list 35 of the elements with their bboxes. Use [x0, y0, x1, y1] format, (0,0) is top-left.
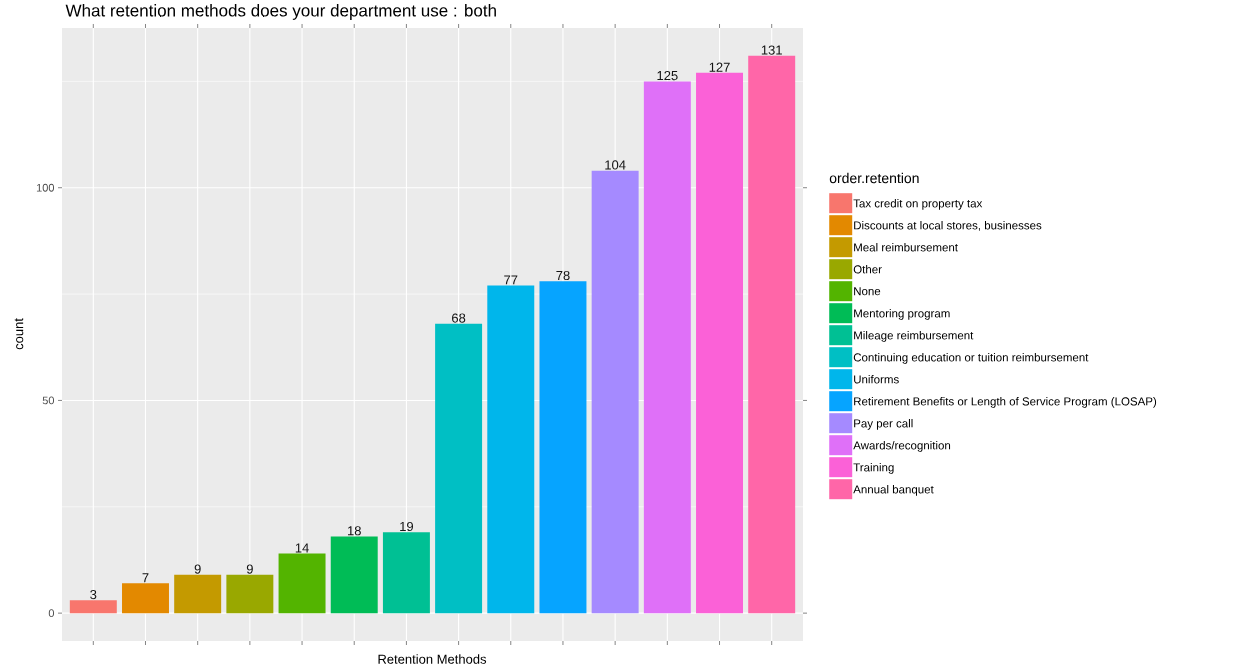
y-axis-title: count: [14, 318, 24, 350]
x-axis-title: Retention Methods: [378, 654, 487, 664]
data-label: 104: [605, 160, 626, 170]
chart-title: What retention methods does your department use : both: [65, 4, 496, 20]
y-tick-label: 100: [36, 183, 55, 192]
legend-label: Uniforms: [854, 375, 899, 384]
legend-label: Mileage reimbursement: [854, 331, 974, 342]
legend-label: Retirement Benefits or Length of Service Program (LOSAP): [854, 397, 1157, 408]
data-label: 9: [246, 564, 253, 574]
data-label: 9: [194, 564, 201, 574]
data-label: 78: [556, 270, 570, 281]
legend-label: Mentoring program: [854, 309, 950, 320]
legend-label: Continuing education or tuition reimbursement: [853, 353, 1089, 364]
legend-label: Annual banquet: [853, 485, 934, 496]
legend-label: Training: [853, 463, 894, 474]
data-label: 18: [347, 526, 361, 536]
legend-label: Tax credit on property tax: [853, 199, 983, 210]
legend-label: None: [854, 287, 881, 296]
legend-title: order.retention: [829, 172, 919, 184]
data-label: 7: [142, 573, 149, 583]
data-label: 68: [452, 313, 466, 323]
data-label: 14: [295, 543, 309, 553]
data-label: 125: [657, 70, 678, 81]
legend-label: Other: [853, 265, 882, 274]
data-label: 3: [90, 589, 97, 600]
data-label: 77: [504, 275, 518, 285]
legend-label: Awards/recognition: [853, 441, 951, 452]
data-label: 19: [400, 521, 414, 532]
legend-label: Discounts at local stores, businesses: [854, 221, 1042, 231]
legend-label: Pay per call: [854, 419, 913, 430]
y-tick-label: 50: [42, 396, 55, 405]
data-label: 127: [709, 62, 730, 72]
legend-label: Meal reimbursement: [854, 243, 958, 252]
data-label: 131: [761, 45, 782, 55]
y-tick-label: 0: [48, 609, 55, 618]
